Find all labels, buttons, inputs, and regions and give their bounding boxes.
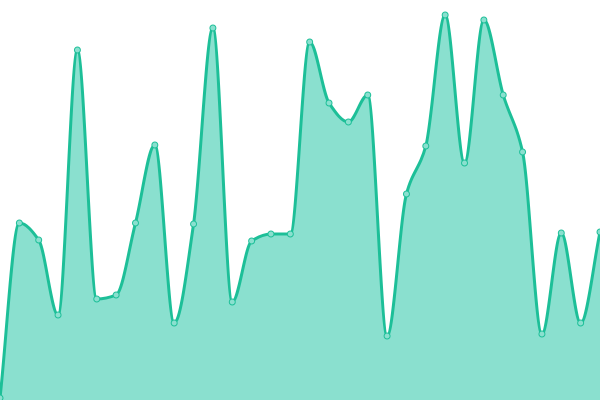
data-point-2	[35, 236, 43, 244]
data-point-20	[383, 332, 391, 340]
data-point-5	[93, 295, 101, 303]
data-point-3	[54, 311, 62, 319]
data-point-12	[228, 298, 236, 306]
data-point-29	[557, 229, 565, 237]
data-point-24	[461, 159, 469, 167]
data-point-6	[112, 291, 120, 299]
data-point-10	[190, 220, 198, 228]
data-point-7	[131, 219, 139, 227]
data-points	[0, 11, 600, 400]
data-point-23	[441, 11, 449, 19]
data-point-22	[422, 142, 430, 150]
data-point-0	[0, 394, 4, 400]
data-point-15	[286, 230, 294, 238]
series-line	[0, 13, 600, 399]
data-point-28	[538, 330, 546, 338]
data-point-30	[577, 319, 585, 327]
data-point-27	[519, 148, 527, 156]
data-point-17	[325, 99, 333, 107]
data-point-19	[364, 91, 372, 99]
data-point-14	[267, 230, 275, 238]
area-fill	[0, 15, 600, 400]
data-point-4	[73, 46, 81, 54]
data-point-21	[402, 190, 410, 198]
data-point-26	[499, 91, 507, 99]
data-point-18	[344, 118, 352, 126]
data-point-11	[209, 24, 217, 32]
data-point-31	[596, 228, 600, 236]
data-point-1	[15, 219, 23, 227]
data-point-8	[151, 141, 159, 149]
data-point-25	[480, 16, 488, 24]
data-point-16	[306, 38, 314, 46]
data-point-9	[170, 319, 178, 327]
data-point-13	[248, 237, 256, 245]
